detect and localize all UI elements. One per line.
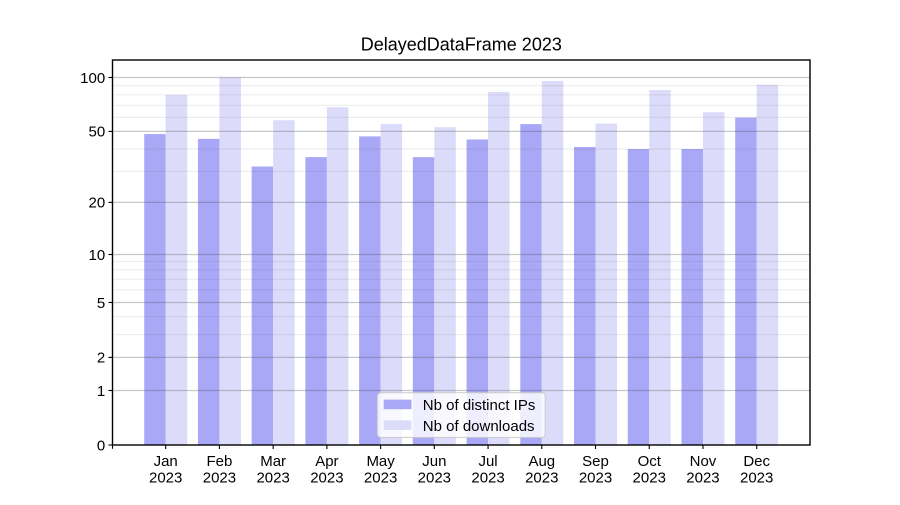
svg-text:Jan: Jan <box>154 453 178 470</box>
svg-text:2023: 2023 <box>256 470 289 487</box>
svg-text:10: 10 <box>89 247 106 264</box>
svg-text:100: 100 <box>80 70 105 87</box>
svg-text:2023: 2023 <box>310 470 343 487</box>
svg-text:May: May <box>366 453 395 470</box>
svg-text:Nov: Nov <box>690 453 717 470</box>
svg-text:Nb of downloads: Nb of downloads <box>423 418 535 435</box>
svg-text:Mar: Mar <box>260 453 286 470</box>
svg-text:DelayedDataFrame 2023: DelayedDataFrame 2023 <box>361 35 562 55</box>
svg-text:Sep: Sep <box>582 453 609 470</box>
svg-text:1: 1 <box>97 383 105 400</box>
svg-text:2023: 2023 <box>579 470 612 487</box>
svg-text:2023: 2023 <box>418 470 451 487</box>
svg-text:Apr: Apr <box>315 453 338 470</box>
svg-text:2023: 2023 <box>525 470 558 487</box>
svg-text:2: 2 <box>97 350 105 367</box>
svg-text:Oct: Oct <box>638 453 662 470</box>
svg-text:2023: 2023 <box>740 470 773 487</box>
svg-text:5: 5 <box>97 295 105 312</box>
svg-text:20: 20 <box>89 195 106 212</box>
svg-text:Dec: Dec <box>743 453 770 470</box>
svg-text:2023: 2023 <box>633 470 666 487</box>
svg-text:2023: 2023 <box>149 470 182 487</box>
svg-text:Nb of distinct IPs: Nb of distinct IPs <box>423 397 536 414</box>
svg-text:2023: 2023 <box>203 470 236 487</box>
svg-text:2023: 2023 <box>686 470 719 487</box>
svg-text:Aug: Aug <box>528 453 555 470</box>
svg-text:Jul: Jul <box>478 453 497 470</box>
svg-text:2023: 2023 <box>364 470 397 487</box>
svg-text:0: 0 <box>97 437 105 454</box>
svg-text:50: 50 <box>89 124 106 141</box>
svg-text:Feb: Feb <box>207 453 233 470</box>
svg-text:Jun: Jun <box>422 453 446 470</box>
svg-text:2023: 2023 <box>471 470 504 487</box>
